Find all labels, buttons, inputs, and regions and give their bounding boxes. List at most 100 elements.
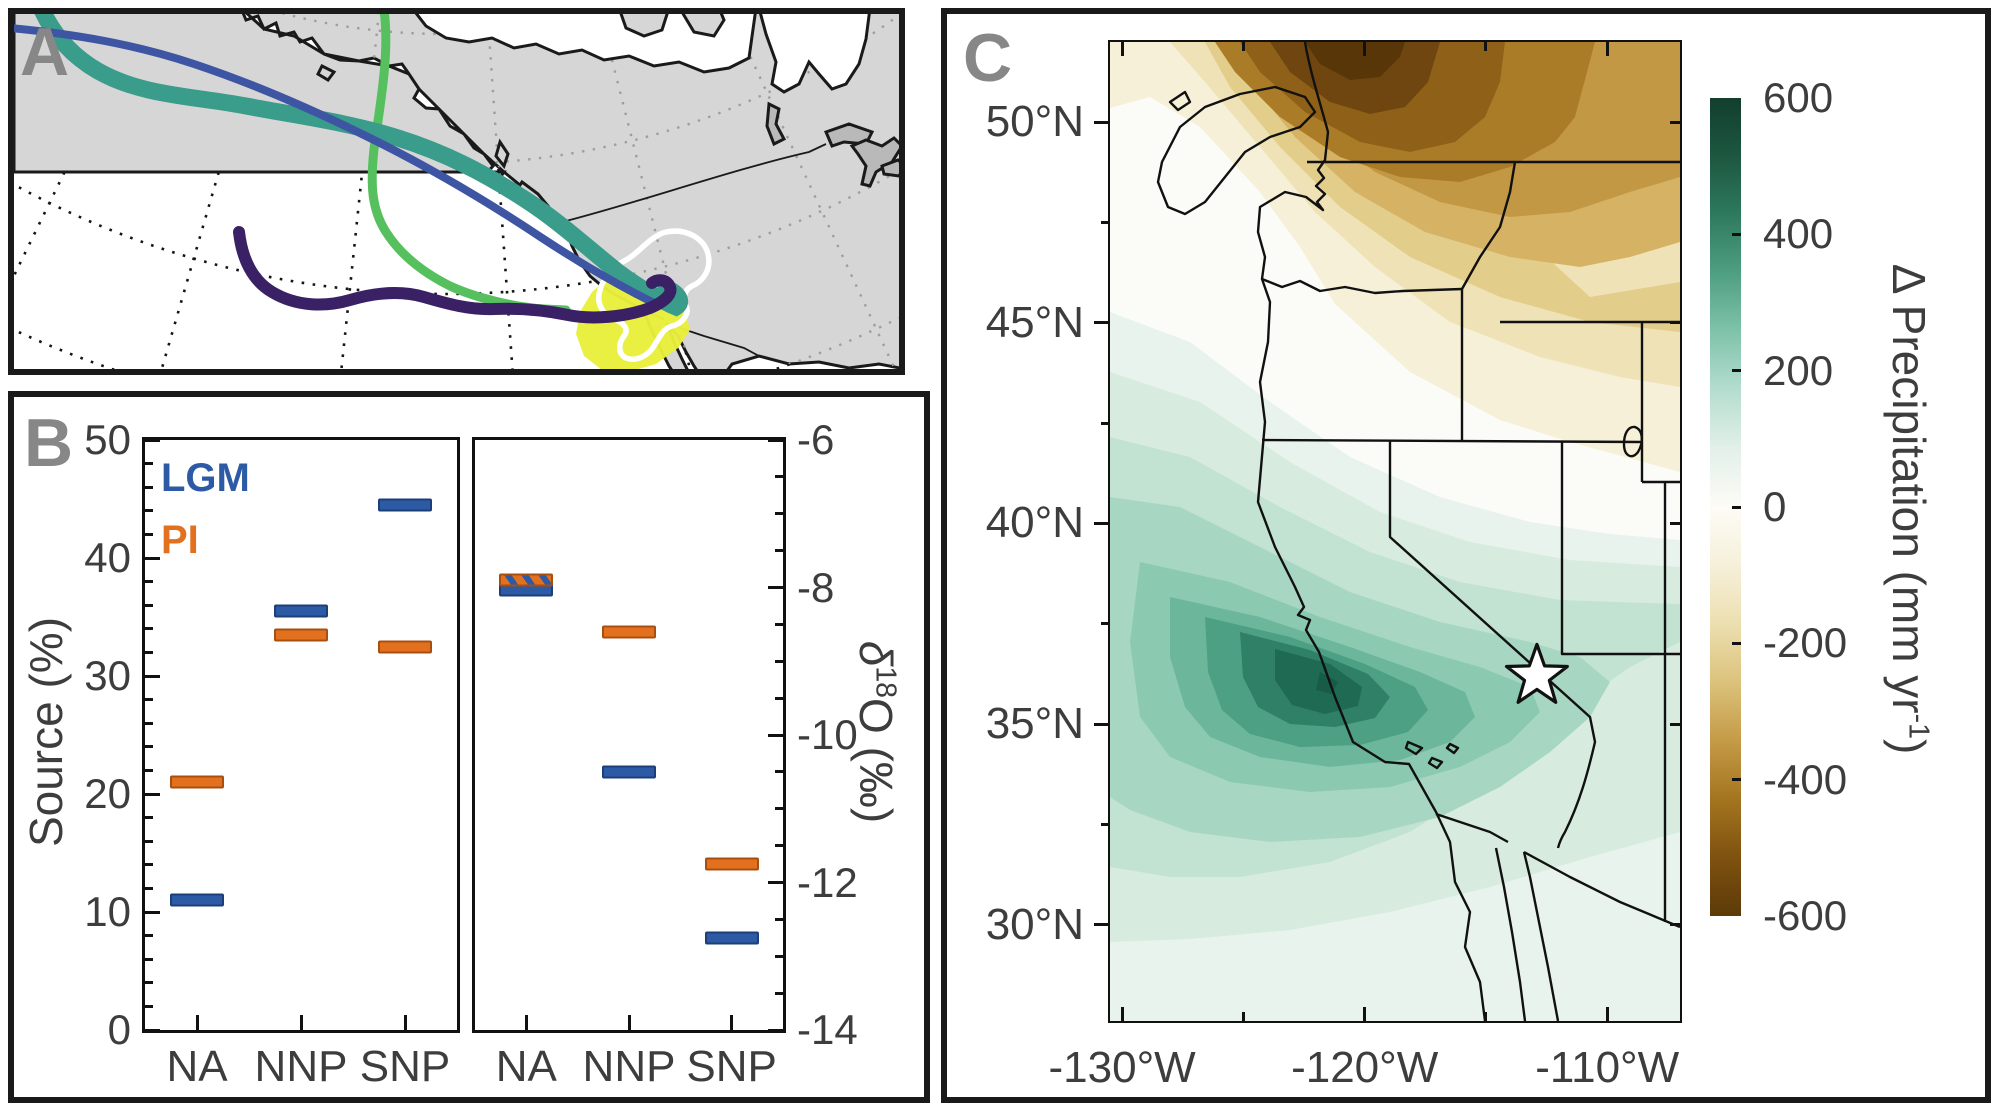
- marker-pi-NA: [170, 775, 224, 789]
- colorbar-tick: [1732, 641, 1741, 645]
- panel-a-trajectory-map: A: [8, 8, 905, 375]
- arctic-ocean: [414, 14, 757, 74]
- marker-lgm-SNP: [378, 498, 432, 512]
- colorbar-tick: [1732, 778, 1741, 782]
- panel-b-letter: B: [24, 405, 74, 481]
- y-tick: [145, 957, 153, 961]
- y-tick: [768, 1028, 783, 1032]
- lon-tick: [1605, 1007, 1609, 1021]
- lat-label: 50°N: [985, 97, 1084, 147]
- marker-lgm-SNP: [704, 931, 759, 945]
- lon-tick-top: [1363, 42, 1367, 56]
- colorbar-label: -200: [1763, 619, 1848, 667]
- y-tick: [145, 485, 153, 489]
- panel-a-letter: A: [20, 14, 70, 90]
- lat-label: 45°N: [985, 297, 1084, 347]
- devils-hole-site-star: [1504, 642, 1569, 704]
- marker-pi-SNP: [378, 640, 432, 653]
- lat-label: 35°N: [985, 699, 1084, 749]
- y-tick: [145, 1004, 153, 1008]
- panel-c-letter: C: [963, 20, 1013, 96]
- lat-tick-r: [1670, 722, 1680, 726]
- marker-lgm-NNP: [274, 604, 328, 618]
- x-tick: [195, 1015, 199, 1030]
- y-tick: [145, 768, 153, 772]
- y-tick-label: -10: [797, 711, 858, 758]
- y-tick-label: 0: [107, 1006, 131, 1053]
- y-tick: [775, 844, 783, 848]
- marker-pi-SNP: [704, 857, 759, 871]
- marker-pi-NNP: [602, 625, 656, 639]
- y-tick: [145, 886, 153, 890]
- y-tick-label: -6: [797, 416, 835, 463]
- y-tick: [145, 650, 153, 654]
- coastlines-borders: [1156, 42, 1680, 1021]
- lat-tick: [1094, 923, 1110, 927]
- panel-b-source-plots: B Source (%) 50 40 30 20 10 0 NA NNP SNP LGM PI -6…: [8, 391, 930, 1103]
- marker-lgm-NA: [170, 893, 224, 907]
- y-tick: [775, 549, 783, 553]
- lon-minor-tick-top: [1484, 42, 1488, 51]
- colorbar-label: 0: [1763, 483, 1787, 530]
- y-tick: [768, 881, 783, 884]
- y-tick: [775, 512, 783, 516]
- lon-label: -110°W: [1535, 1043, 1680, 1092]
- lon-minor-tick: [1484, 1012, 1488, 1021]
- x-category-label: NA: [166, 1042, 228, 1091]
- y-tick: [145, 698, 153, 702]
- y-tick: [145, 603, 153, 607]
- y-tick: [145, 1028, 160, 1032]
- lat-tick: [1094, 722, 1110, 726]
- y-tick: [145, 839, 153, 843]
- lat-minor-tick: [1101, 622, 1110, 626]
- x-tick: [524, 1015, 528, 1030]
- x-category-label: NNP: [254, 1042, 348, 1091]
- marker-overlap-NA: [499, 573, 554, 587]
- lon-minor-tick-top: [1241, 42, 1245, 51]
- colorbar-label: 200: [1763, 346, 1834, 394]
- lat-label: 30°N: [985, 899, 1084, 949]
- y-tick: [775, 770, 783, 774]
- x-tick: [403, 1015, 407, 1030]
- y-tick: [145, 981, 153, 985]
- y-tick: [145, 863, 153, 867]
- panel-c-precip-map: C: [941, 8, 1991, 1103]
- x-tick: [730, 1015, 734, 1030]
- y-tick-label: 20: [84, 770, 131, 817]
- precipitation-anomaly-map: 50°N 45°N 40°N 35°N 30°N -130°W -120°W -110°W: [986, 40, 1682, 1092]
- y-tick-label: -14: [797, 1006, 858, 1053]
- plot-source: 50 40 30 20 10 0 NA NNP SNP LGM PI: [84, 416, 460, 1091]
- legend-lgm: LGM: [161, 456, 250, 500]
- colorbar-tick: [1732, 232, 1741, 236]
- y-tick: [768, 733, 783, 737]
- x-tick: [299, 1015, 303, 1030]
- subtropical-pacific-path: [233, 226, 677, 324]
- lat-tick: [1094, 521, 1110, 525]
- lat-tick-r: [1670, 521, 1680, 525]
- hudson-bay: [759, 14, 871, 94]
- north-america-landmass: [14, 14, 899, 369]
- lon-minor-tick: [1241, 1012, 1245, 1021]
- marker-pi-NNP: [274, 628, 328, 642]
- lat-tick: [1094, 321, 1110, 325]
- x-category-label: SNP: [359, 1042, 451, 1091]
- y-tick: [775, 622, 783, 626]
- y-tick: [145, 721, 153, 725]
- arctic-islands: [619, 14, 726, 38]
- y-tick-label: -8: [797, 563, 835, 611]
- contour-map-svg: [1110, 42, 1680, 1021]
- y-tick: [145, 532, 153, 536]
- great-lakes: [765, 101, 899, 188]
- y-tick: [775, 807, 783, 811]
- y-tick: [145, 438, 160, 442]
- lon-label: -120°W: [1291, 1043, 1439, 1092]
- colorbar-label: -600: [1763, 892, 1848, 939]
- lat-tick-r: [1670, 923, 1680, 927]
- lat-minor-tick: [1101, 221, 1110, 225]
- marker-lgm-NNP: [602, 765, 656, 779]
- colorbar-label: 600: [1763, 74, 1834, 121]
- y-tick: [775, 475, 783, 479]
- lon-label: -130°W: [1048, 1043, 1196, 1092]
- lon-tick-top: [1605, 42, 1609, 56]
